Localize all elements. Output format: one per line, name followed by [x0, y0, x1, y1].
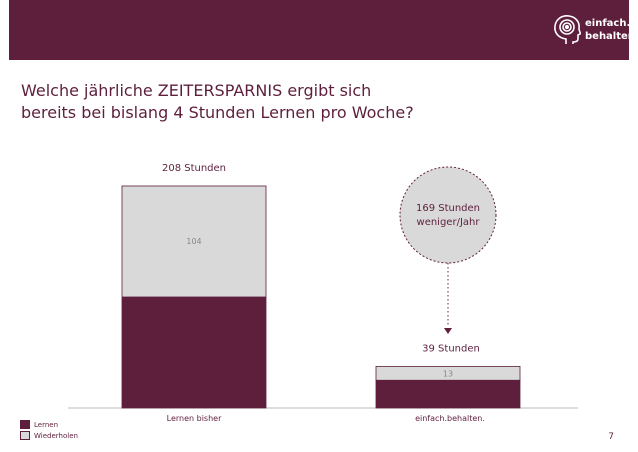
x-tick-label-0: Lernen bisher	[167, 414, 222, 423]
bar-wiederholen-1	[375, 365, 521, 381]
chart-legend: Lernen Wiederholen	[20, 419, 78, 441]
bar-value-label-0: 104	[186, 237, 201, 246]
savings-label-line2: weniger/Jahr	[417, 217, 481, 228]
logo-line2: behalten.	[585, 31, 638, 42]
page-title: Welche jährliche ZEITERSPARNIS ergibt si…	[21, 80, 581, 124]
x-tick-label-1: einfach.behalten.	[415, 414, 485, 423]
header-bar	[9, 0, 629, 60]
logo-line1: einfach.	[585, 18, 631, 29]
bar-lernen-1	[375, 379, 521, 409]
legend-label-wiederholen: Wiederholen	[34, 431, 78, 440]
legend-item-lernen: Lernen	[20, 419, 78, 430]
title-line1: Welche jährliche ZEITERSPARNIS ergibt si…	[21, 81, 372, 100]
bar-lernen-0	[121, 296, 267, 409]
bar-total-label-1: 39 Stunden	[422, 343, 480, 354]
legend-swatch-wiederholen	[20, 431, 30, 440]
savings-label-line1: 169 Stunden	[416, 203, 480, 214]
legend-label-lernen: Lernen	[34, 420, 59, 429]
savings-arrow-head	[444, 328, 452, 334]
bar-wiederholen-0	[121, 185, 267, 298]
legend-item-wiederholen: Wiederholen	[20, 430, 78, 441]
bar-value-label-1: 13	[443, 369, 453, 378]
savings-circle	[399, 166, 497, 264]
page-number: 7	[608, 432, 614, 442]
title-line2: bereits bei bislang 4 Stunden Lernen pro…	[21, 103, 414, 122]
brand-logo-text: einfach. behalten.	[585, 17, 638, 43]
head-spiral-icon	[554, 15, 582, 44]
bar-total-label-0: 208 Stunden	[162, 163, 226, 174]
brand-logo	[554, 15, 582, 44]
legend-swatch-lernen	[20, 420, 30, 429]
